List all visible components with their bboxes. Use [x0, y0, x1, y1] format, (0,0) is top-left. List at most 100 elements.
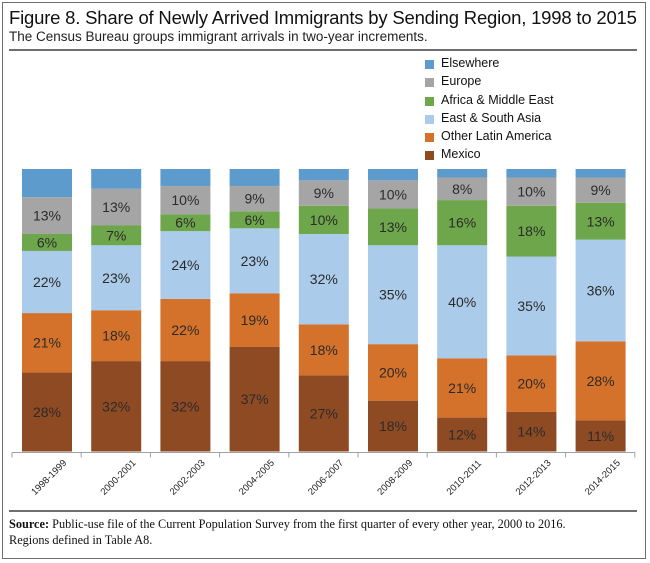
bar-segment — [437, 169, 488, 178]
data-label: 16% — [448, 215, 476, 231]
data-label: 23% — [102, 270, 130, 286]
legend-label: East & South Asia — [441, 110, 542, 125]
bar-segment — [229, 228, 280, 294]
legend-label: Other Latin America — [441, 129, 552, 144]
legend-swatch — [425, 78, 434, 88]
data-label: 13% — [33, 208, 61, 224]
bar-segment — [229, 293, 280, 347]
data-label: 9% — [314, 185, 334, 201]
legend-swatch — [425, 133, 434, 143]
legend-label: Europe — [441, 74, 482, 89]
bar-segment — [298, 169, 349, 181]
bar-segment — [160, 185, 211, 215]
data-label: 6% — [37, 234, 57, 250]
data-label: 28% — [33, 404, 61, 420]
data-label: 32% — [171, 398, 199, 414]
x-tick-label: 2002-2003 — [168, 458, 208, 498]
data-label: 18% — [310, 342, 338, 358]
data-label: 18% — [102, 328, 130, 344]
bar-segment — [506, 355, 557, 412]
bar-segment — [368, 169, 418, 181]
bar-segment — [298, 375, 349, 452]
data-label: 20% — [517, 376, 545, 392]
x-tick-label: 2006-2007 — [306, 458, 346, 498]
bar-segment — [575, 202, 626, 240]
footer-divider — [9, 510, 637, 512]
data-label: 32% — [310, 271, 338, 287]
data-label: 13% — [102, 199, 130, 215]
bar-segment — [91, 361, 142, 452]
x-tick-label: 2004-2005 — [237, 458, 277, 498]
bar-segment — [506, 177, 557, 206]
bar-segment — [575, 341, 626, 421]
bar-segment — [298, 205, 349, 234]
data-label: 32% — [102, 398, 130, 414]
data-label: 6% — [244, 212, 264, 228]
data-label: 21% — [448, 380, 476, 396]
data-label: 13% — [379, 219, 407, 235]
legend-swatch — [425, 96, 434, 106]
bar-segment — [368, 180, 418, 209]
data-label: 28% — [587, 373, 615, 389]
data-label: 6% — [175, 215, 195, 231]
bar-segment — [160, 361, 211, 452]
data-label: 13% — [587, 213, 615, 229]
bar-segment — [91, 169, 142, 189]
x-tick-label: 2012-2013 — [514, 458, 554, 498]
bar-segment — [22, 197, 72, 234]
bar-segment — [160, 298, 211, 362]
bar-segment — [575, 239, 626, 342]
data-label: 10% — [517, 184, 545, 200]
data-label: 23% — [241, 253, 269, 269]
data-label: 18% — [517, 223, 545, 239]
bar-segment — [506, 205, 557, 257]
data-label: 35% — [379, 287, 407, 303]
data-label: 8% — [452, 181, 472, 197]
legend-swatch — [425, 60, 434, 69]
data-label: 22% — [171, 322, 199, 338]
data-label: 22% — [33, 274, 61, 290]
header-divider — [9, 49, 637, 51]
source-line2: Regions defined in Table A8. — [9, 533, 153, 547]
bar-segment — [368, 344, 418, 401]
bar-segment — [91, 188, 142, 226]
data-label: 10% — [379, 186, 407, 202]
data-label: 18% — [379, 418, 407, 434]
bar-segment — [229, 169, 280, 186]
bar-segment — [298, 324, 349, 376]
bar-segment — [575, 169, 626, 178]
bar-segment — [437, 358, 488, 418]
bar-segment — [575, 177, 626, 203]
legend-label: Africa & Middle East — [441, 92, 554, 107]
x-tick-label: 2008-2009 — [375, 458, 415, 498]
bar-segment — [160, 231, 211, 299]
bar-segment — [22, 313, 72, 373]
bar-segment — [160, 214, 211, 232]
bar-segment — [229, 211, 280, 229]
data-label: 12% — [448, 427, 476, 443]
bar-segment — [22, 233, 72, 251]
data-label: 35% — [517, 298, 545, 314]
bar-segment — [22, 372, 72, 452]
bar-segment — [91, 245, 142, 311]
data-label: 10% — [171, 192, 199, 208]
bar-segment — [437, 177, 488, 201]
chart-title: Figure 8. Share of Newly Arrived Immigra… — [9, 7, 637, 28]
x-tick-label: 2010-2011 — [445, 458, 484, 497]
bar-segment — [368, 208, 418, 246]
bar-segment — [229, 185, 280, 212]
bar-segment — [437, 417, 488, 452]
bar-segment — [91, 225, 142, 246]
legend-swatch — [425, 114, 434, 124]
chart-subtitle: The Census Bureau groups immigrant arriv… — [9, 29, 428, 44]
bar-segment — [506, 411, 557, 452]
bar-segment — [298, 180, 349, 206]
data-label: 27% — [310, 405, 338, 421]
legend-swatch — [425, 151, 434, 161]
data-label: 14% — [517, 424, 545, 440]
bar-segment — [22, 250, 72, 314]
data-label: 24% — [171, 257, 199, 273]
legend-label: Mexico — [441, 147, 481, 162]
data-label: 40% — [448, 294, 476, 310]
